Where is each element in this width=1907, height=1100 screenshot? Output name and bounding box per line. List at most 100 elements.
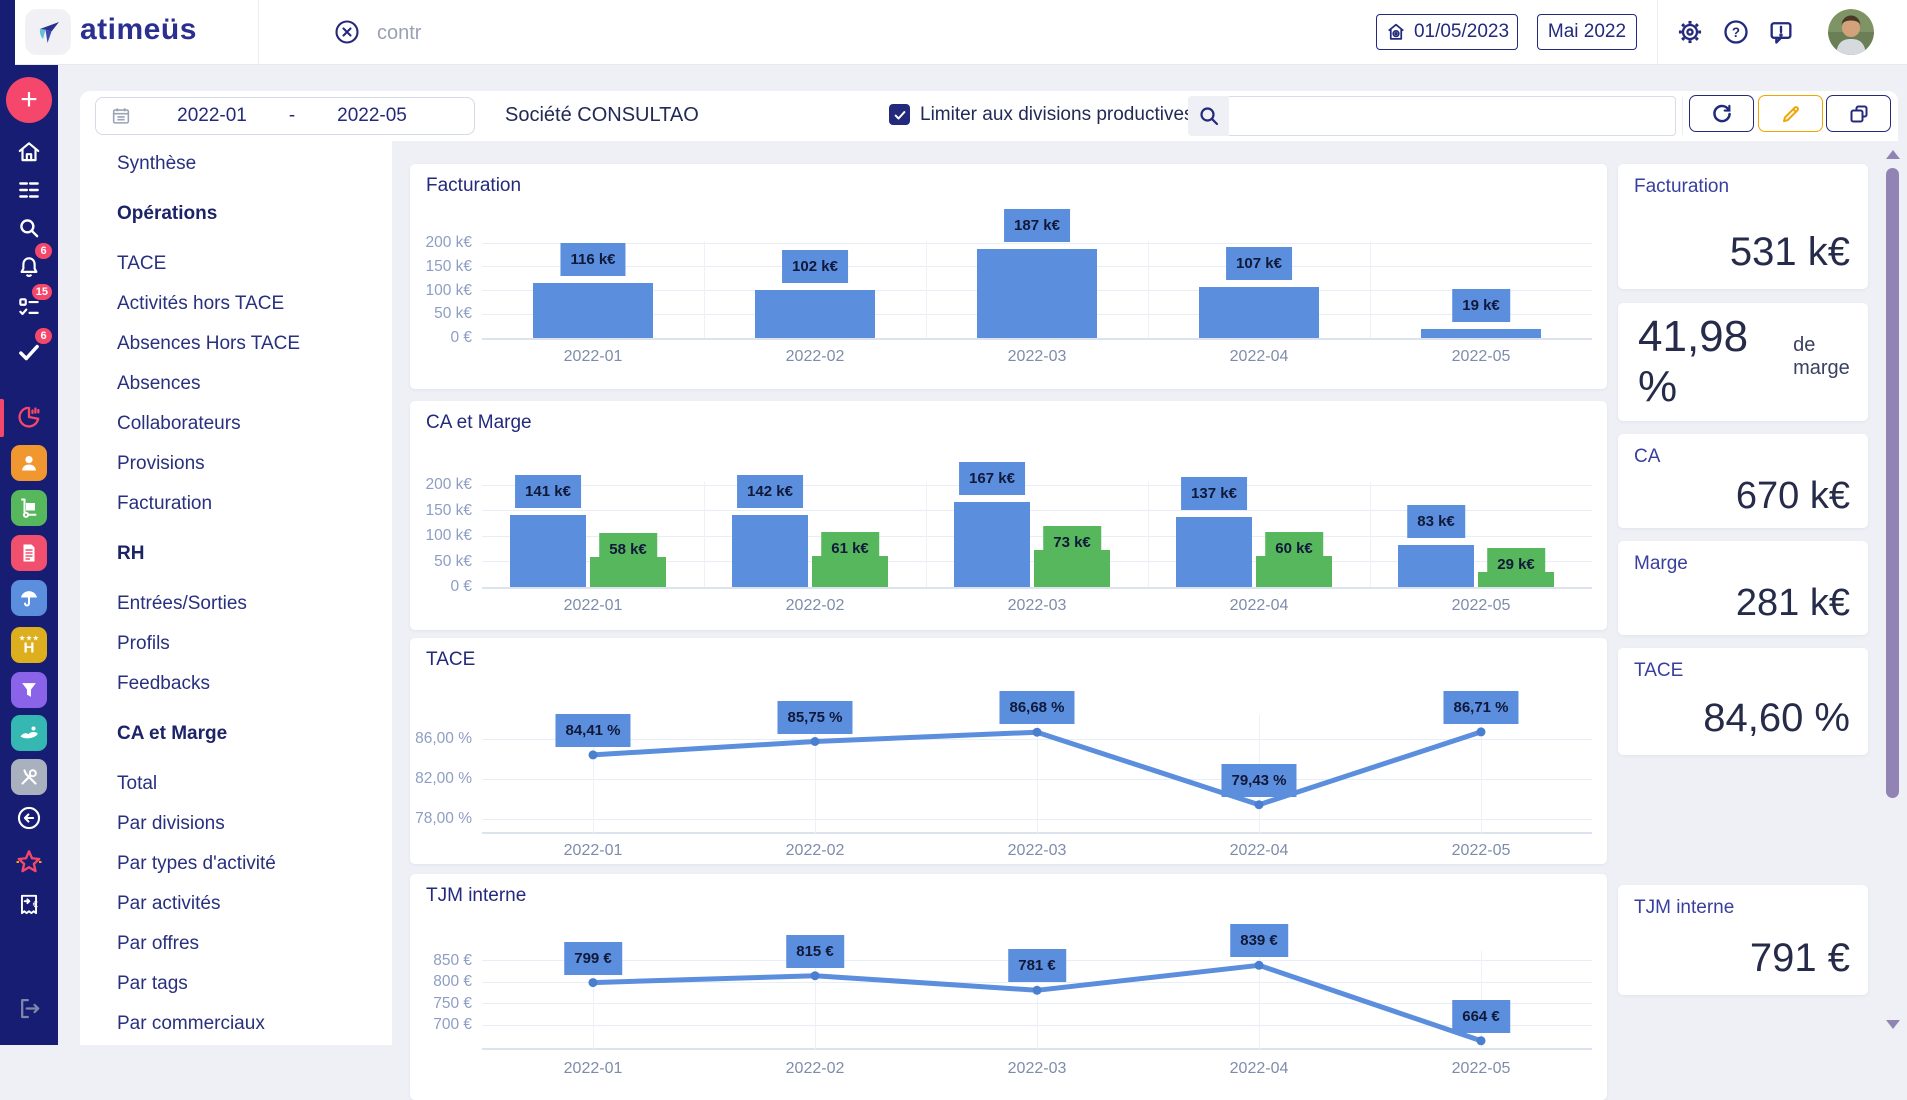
nav-item-provisions[interactable]: Provisions <box>117 453 205 474</box>
nav-item-tace[interactable]: TACE <box>117 253 167 274</box>
user-avatar[interactable] <box>1828 9 1874 55</box>
x-axis-label: 2022-04 <box>1229 597 1289 614</box>
global-search-input[interactable] <box>375 18 1079 48</box>
data-label: 664 € <box>1452 999 1510 1033</box>
kpi-card-facturation: Facturation 531 k€ <box>1618 164 1868 289</box>
gridline-x <box>926 241 927 338</box>
kpi-card-tace: TACE 84,60 % <box>1618 648 1868 755</box>
nav-item-absences[interactable]: Absences <box>117 373 201 394</box>
x-axis-label: 2022-05 <box>1451 842 1511 859</box>
kpi-column: Facturation 531 k€ 41,98 % de marge CA 670 k€… <box>1618 164 1868 1045</box>
hand-services-icon[interactable] <box>0 713 58 753</box>
global-search-clear-icon[interactable] <box>333 18 361 46</box>
absences-umbrella-icon[interactable] <box>0 578 58 618</box>
edit-pencil-button[interactable] <box>1758 95 1823 132</box>
add-button[interactable]: + <box>6 77 52 123</box>
copy-button[interactable] <box>1826 95 1891 132</box>
invoice-receipt-icon[interactable]: € <box>0 885 58 925</box>
kpi-label: Facturation <box>1634 176 1730 197</box>
nav-item-collaborateurs[interactable]: Collaborateurs <box>117 413 241 434</box>
notifications-badge: 6 <box>35 243 52 259</box>
date-to-value[interactable]: 2022-05 <box>337 105 407 126</box>
feedback-icon[interactable] <box>1767 18 1795 46</box>
y-axis-tick: 850 € <box>433 951 472 969</box>
chart-title: Facturation <box>426 175 522 196</box>
notifications-bell-icon[interactable]: 6 <box>0 243 58 287</box>
kpi-scroll-down[interactable] <box>1886 1020 1900 1029</box>
top-header: atimeüs 01/05/2023 Mai 2022 ? <box>15 0 1907 65</box>
nav-item-op-rations[interactable]: Opérations <box>117 203 218 224</box>
home-icon[interactable] <box>0 132 58 172</box>
kpi-label: CA <box>1634 446 1661 467</box>
refresh-button[interactable] <box>1689 95 1754 132</box>
month-selector-button[interactable]: Mai 2022 <box>1537 14 1637 50</box>
document-icon[interactable] <box>0 533 58 573</box>
data-label: 29 k€ <box>1487 548 1545 582</box>
bar-ca-2022-05 <box>1398 544 1474 587</box>
x-axis-label: 2022-04 <box>1229 348 1289 365</box>
y-axis-tick: 78,00 % <box>415 810 472 827</box>
nav-item-activit-s-hors-tace[interactable]: Activités hors TACE <box>117 293 285 314</box>
nav-item-par-tags[interactable]: Par tags <box>117 973 188 994</box>
list-icon[interactable] <box>0 170 58 210</box>
gridline-x <box>1370 482 1371 587</box>
data-label: 187 k€ <box>1004 209 1070 243</box>
nav-item-par-activit-s[interactable]: Par activités <box>117 893 221 914</box>
bar-ca-2022-02 <box>732 514 808 587</box>
nav-item-par-types-d-activit-[interactable]: Par types d'activité <box>117 853 276 874</box>
nav-item-facturation[interactable]: Facturation <box>117 493 213 514</box>
nav-item-feedbacks[interactable]: Feedbacks <box>117 673 210 694</box>
y-axis-tick: 50 k€ <box>434 305 472 323</box>
hand-truck-icon[interactable] <box>0 488 58 528</box>
funnel-icon[interactable] <box>0 670 58 710</box>
kpi-card-marge-pct: 41,98 % de marge <box>1618 303 1868 421</box>
x-axis-label: 2022-05 <box>1451 348 1511 365</box>
bar-ca-2022-01 <box>510 515 586 587</box>
gridline-x <box>704 482 705 587</box>
nav-item-par-commerciaux[interactable]: Par commerciaux <box>117 1013 265 1034</box>
x-axis-label: 2022-01 <box>563 597 623 614</box>
filter-search-input[interactable] <box>1229 96 1676 136</box>
data-label: 116 k€ <box>560 243 626 277</box>
productive-divisions-checkbox[interactable] <box>889 104 910 125</box>
header-divider-2 <box>1657 0 1658 64</box>
tools-icon[interactable] <box>0 757 58 797</box>
kpi-value: 41,98 % <box>1638 312 1749 411</box>
kpi-scrollbar-thumb[interactable] <box>1886 168 1899 798</box>
nav-item-par-offres[interactable]: Par offres <box>117 933 200 954</box>
toolbar-divider <box>1682 97 1683 135</box>
date-from-value[interactable]: 2022-01 <box>177 105 247 126</box>
nav-item-profils[interactable]: Profils <box>117 633 170 654</box>
collaborators-person-icon[interactable] <box>0 443 58 483</box>
favorites-star-icon[interactable] <box>0 842 58 882</box>
reference-date-button[interactable]: 01/05/2023 <box>1376 14 1518 50</box>
y-axis-tick: 200 k€ <box>425 234 472 252</box>
back-circle-icon[interactable] <box>0 798 58 838</box>
x-axis-label: 2022-04 <box>1229 842 1289 859</box>
nav-item-entr-es-sorties[interactable]: Entrées/Sorties <box>117 593 247 614</box>
settings-gear-icon[interactable] <box>1676 18 1704 46</box>
nav-item-rh[interactable]: RH <box>117 543 145 564</box>
svg-text:H: H <box>24 640 35 657</box>
y-axis-tick: 0 € <box>450 578 472 595</box>
nav-item-absences-hors-tace[interactable]: Absences Hors TACE <box>117 333 301 354</box>
hotel-icon[interactable]: H ★★★ <box>0 625 58 665</box>
filter-search-icon[interactable] <box>1188 96 1229 136</box>
nav-item-par-divisions[interactable]: Par divisions <box>117 813 225 834</box>
nav-item-total[interactable]: Total <box>117 773 158 794</box>
search-icon[interactable] <box>0 208 58 248</box>
date-range-picker[interactable]: 2022-01 - 2022-05 <box>95 97 475 135</box>
nav-item-ca-et-marge[interactable]: CA et Marge <box>117 723 228 744</box>
validation-check-icon[interactable]: 6 <box>0 328 58 372</box>
pie-chart-icon[interactable] <box>0 397 58 437</box>
logout-icon[interactable] <box>0 988 58 1028</box>
nav-item-synth-se[interactable]: Synthèse <box>117 153 197 174</box>
help-icon[interactable]: ? <box>1722 18 1750 46</box>
kpi-label: TJM interne <box>1634 897 1735 918</box>
chart-card-tjm-interne: TJM interne 700 € 750 € 800 € 850 € 799 € 815 … <box>410 874 1607 1100</box>
kpi-scroll-up[interactable] <box>1886 150 1900 159</box>
productive-divisions-label[interactable]: Limiter aux divisions productives <box>920 104 1194 125</box>
tasks-icon[interactable]: 15 <box>0 284 58 328</box>
svg-text:★★★: ★★★ <box>19 634 40 643</box>
app-logo[interactable] <box>25 9 71 55</box>
